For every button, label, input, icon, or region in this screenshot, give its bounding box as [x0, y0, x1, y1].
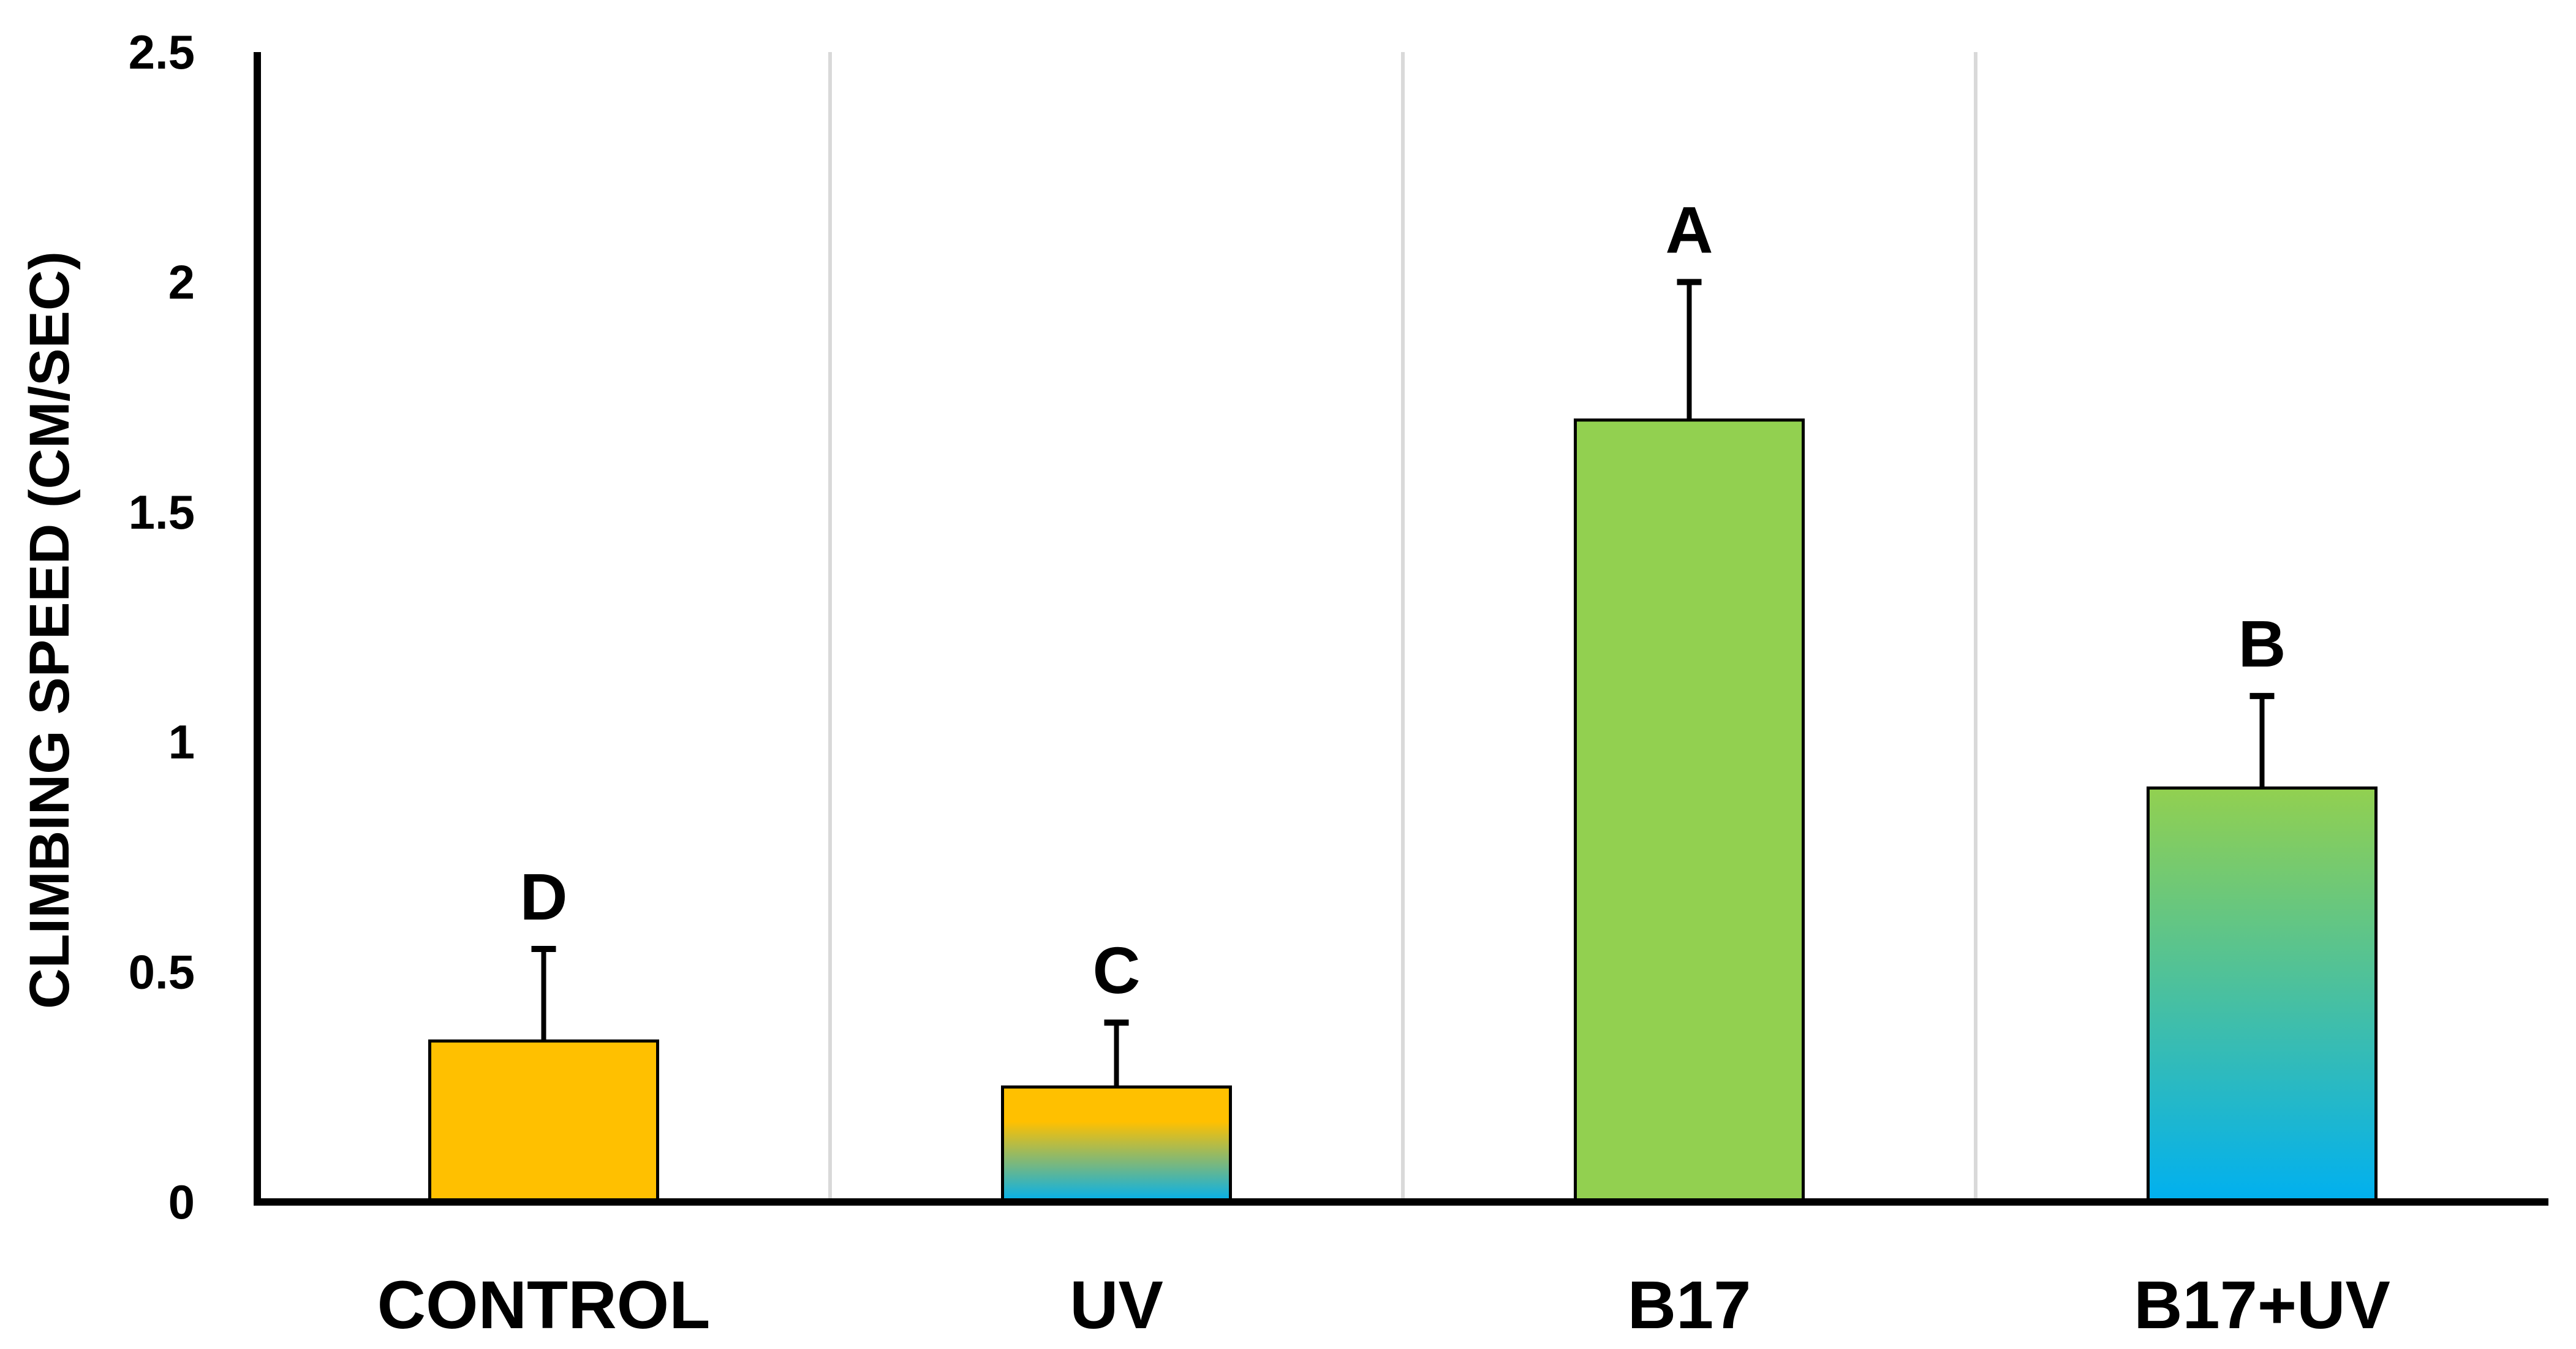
error-bar-b17 — [1677, 279, 1702, 420]
y-tick-labels: 0 0.5 1 1.5 2 2.5 — [129, 25, 195, 1229]
y-tick-label-1: 0.5 — [129, 945, 195, 999]
bar-control — [428, 1039, 659, 1204]
y-tick-label-0: 0 — [168, 1175, 195, 1229]
x-tick-label-uv: UV — [1070, 1268, 1163, 1343]
error-bar-b17-uv — [2249, 693, 2275, 788]
significance-letters: D C A B — [520, 192, 2286, 1007]
y-tick-label-2: 1 — [168, 715, 195, 769]
bars — [428, 418, 2378, 1204]
significance-letter-b: B — [2238, 606, 2286, 681]
grid-lines — [828, 52, 1977, 1202]
y-tick-label-3: 1.5 — [129, 485, 195, 539]
bar-b17-uv — [2147, 786, 2378, 1204]
bar-uv — [1001, 1085, 1232, 1204]
error-bar-uv — [1104, 1019, 1129, 1087]
y-tick-label-5: 2.5 — [129, 25, 195, 79]
x-tick-label-control: CONTROL — [377, 1268, 711, 1343]
error-bars — [531, 279, 2275, 1087]
x-tick-label-b17: B17 — [1628, 1268, 1751, 1343]
y-axis-title: CLIMBING SPEED (CM/SEC) — [18, 251, 81, 1009]
significance-letter-a: A — [1666, 192, 1713, 266]
bar-b17 — [1574, 418, 1805, 1204]
error-bar-control — [531, 946, 556, 1041]
x-category-labels: CONTROL UV B17 B17+UV — [377, 1268, 2390, 1343]
x-tick-label-b17-uv: B17+UV — [2134, 1268, 2390, 1343]
significance-letter-c: C — [1093, 933, 1141, 1007]
y-tick-label-4: 2 — [168, 255, 195, 309]
axes — [254, 52, 2548, 1206]
significance-letter-d: D — [520, 860, 568, 934]
